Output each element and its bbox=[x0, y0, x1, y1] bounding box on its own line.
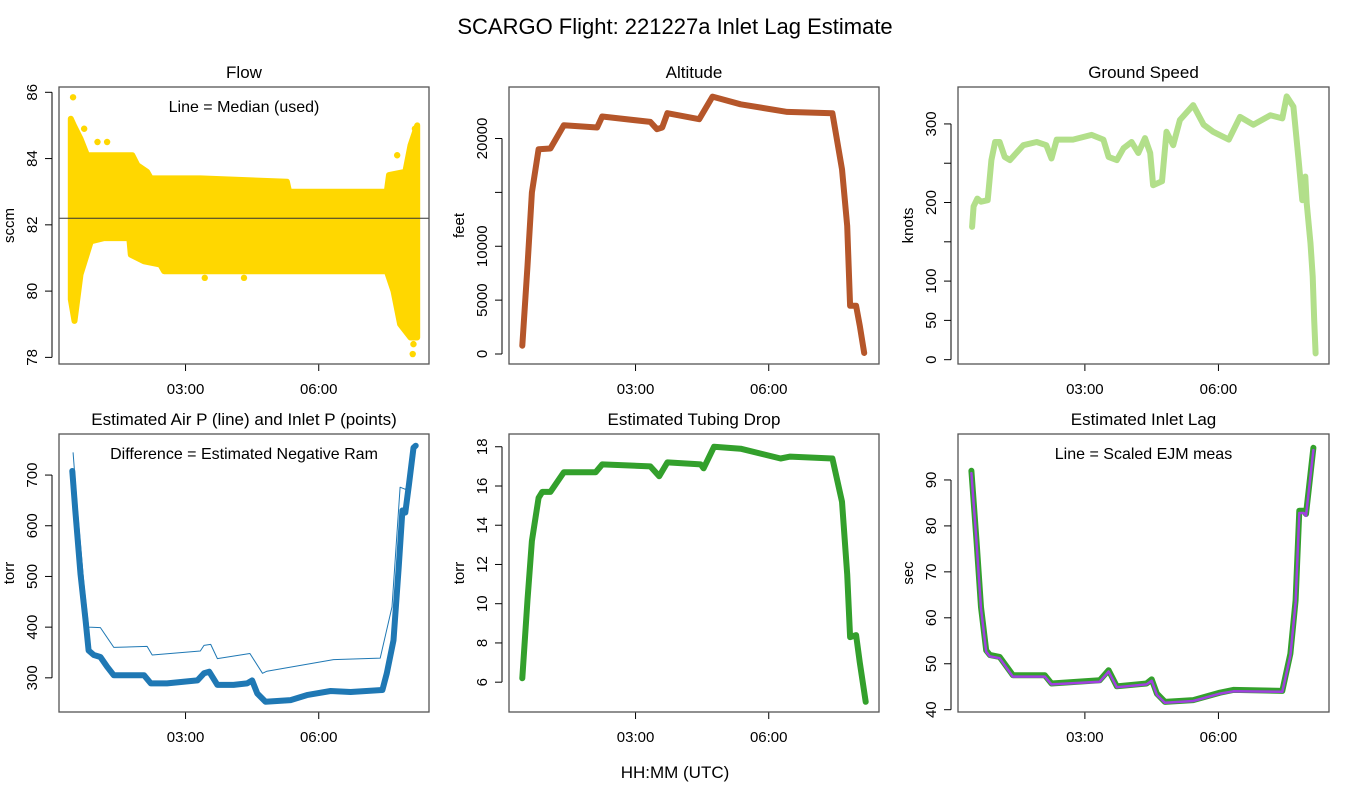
ground-speed-x-tick-label: 03:00 bbox=[1066, 381, 1104, 398]
flow-point bbox=[393, 152, 401, 159]
altitude-plot-frame bbox=[508, 86, 880, 365]
pressure-points-series bbox=[69, 442, 419, 705]
flow-y-tick-label: 84 bbox=[24, 150, 41, 167]
ground-speed-y-tick-label: 200 bbox=[923, 190, 940, 215]
pressure-line-series bbox=[72, 445, 417, 674]
flow-point bbox=[80, 125, 88, 132]
flow-point bbox=[411, 125, 419, 132]
tubing-drop-y-tick-label: 10 bbox=[474, 595, 491, 612]
flow-y-axis-label: sccm bbox=[1, 208, 18, 243]
flow-plot-area bbox=[59, 94, 429, 358]
tubing-drop-y-tick-label: 6 bbox=[474, 678, 491, 686]
ground-speed-title: Ground Speed bbox=[1088, 63, 1199, 82]
ground-speed-y-axis-label: knots bbox=[900, 208, 917, 244]
altitude-title: Altitude bbox=[666, 63, 723, 82]
pressure-plot-area bbox=[69, 442, 419, 705]
x-axis-label: HH:MM (UTC) bbox=[621, 763, 730, 782]
tubing-drop-y-tick-label: 16 bbox=[474, 478, 491, 495]
flow-title: Flow bbox=[226, 63, 263, 82]
ground-speed-y-tick-label: 0 bbox=[923, 356, 940, 364]
pressure-y-tick-label: 600 bbox=[24, 513, 41, 538]
tubing-drop-title: Estimated Tubing Drop bbox=[608, 410, 781, 429]
flow-y-tick-label: 86 bbox=[24, 84, 41, 101]
tubing-drop-series bbox=[519, 443, 869, 705]
pressure-y-tick-label: 700 bbox=[24, 463, 41, 488]
flow-plot-frame bbox=[58, 86, 430, 365]
pressure-x-tick-label: 06:00 bbox=[300, 729, 338, 746]
pressure-x-tick-label: 03:00 bbox=[167, 729, 205, 746]
ground-speed-series bbox=[969, 93, 1319, 357]
ground-speed-y-tick-label: 100 bbox=[923, 269, 940, 294]
inlet-lag-y-tick-label: 40 bbox=[923, 701, 940, 718]
flow-annotation: Line = Median (used) bbox=[169, 99, 320, 116]
tubing-drop-y-tick-label: 8 bbox=[474, 639, 491, 647]
flow-point bbox=[410, 340, 417, 348]
tubing-drop-plot-area bbox=[519, 443, 869, 705]
inlet-lag-y-tick-label: 90 bbox=[923, 472, 940, 489]
tubing-drop-x-tick-label: 06:00 bbox=[750, 729, 788, 746]
inlet-lag-x-tick-label: 03:00 bbox=[1066, 729, 1104, 746]
inlet-lag-y-axis-label: sec bbox=[900, 561, 917, 585]
tubing-drop-x-tick-label: 03:00 bbox=[617, 729, 655, 746]
inlet-lag-title: Estimated Inlet Lag bbox=[1071, 410, 1217, 429]
inlet-lag-y-tick-label: 60 bbox=[923, 609, 940, 626]
flow-y-tick-label: 82 bbox=[24, 216, 41, 233]
ground-speed-y-tick-label: 50 bbox=[923, 312, 940, 329]
altitude-x-tick-label: 06:00 bbox=[750, 381, 788, 398]
pressure-panel: Estimated Air P (line) and Inlet P (poin… bbox=[1, 410, 430, 746]
flow-point bbox=[103, 138, 111, 146]
inlet-lag-plot-frame bbox=[957, 433, 1330, 713]
inlet-lag-y-tick-label: 70 bbox=[923, 564, 940, 581]
flow-point bbox=[94, 138, 101, 146]
tubing-drop-y-tick-label: 18 bbox=[474, 438, 491, 455]
inlet-lag-points-series bbox=[968, 444, 1317, 705]
flow-y-tick-label: 78 bbox=[24, 349, 41, 366]
tubing-drop-y-tick-label: 14 bbox=[474, 517, 491, 534]
altitude-y-axis-label: feet bbox=[451, 212, 468, 238]
ground-speed-y-tick-label: 300 bbox=[923, 111, 940, 136]
inlet-lag-panel: Estimated Inlet Lag sec Line = Scaled EJM … bbox=[900, 410, 1330, 746]
ground-speed-plot-frame bbox=[957, 86, 1330, 365]
tubing-drop-y-axis-label: torr bbox=[451, 562, 468, 585]
tubing-drop-panel: Estimated Tubing Drop torr 6 8 10 12 14 16 18 03:… bbox=[451, 410, 880, 746]
pressure-y-tick-label: 400 bbox=[24, 615, 41, 640]
pressure-annotation: Difference = Estimated Negative Ram bbox=[110, 446, 378, 463]
inlet-lag-x-tick-label: 06:00 bbox=[1200, 729, 1238, 746]
inlet-lag-y-tick-label: 80 bbox=[923, 518, 940, 535]
flow-panel: Flow sccm Line = Median (used) 78 80 82 84 86 03… bbox=[1, 63, 430, 398]
flow-points-band bbox=[67, 115, 421, 341]
ground-speed-panel: Ground Speed knots 0 50 100 200 300 03:00 06:00 bbox=[900, 63, 1330, 398]
flow-point bbox=[409, 350, 416, 358]
flow-point bbox=[240, 274, 248, 282]
flow-y-tick-label: 80 bbox=[24, 283, 41, 300]
pressure-y-axis-label: torr bbox=[1, 562, 18, 585]
inlet-lag-y-tick-label: 50 bbox=[923, 655, 940, 672]
flow-point bbox=[69, 94, 77, 101]
inlet-lag-line-series bbox=[970, 448, 1315, 705]
pressure-y-tick-label: 500 bbox=[24, 564, 41, 589]
altitude-x-tick-label: 03:00 bbox=[617, 381, 655, 398]
figure-title: SCARGO Flight: 221227a Inlet Lag Estimat… bbox=[457, 14, 892, 39]
pressure-plot-frame bbox=[58, 433, 430, 713]
flow-x-tick-label: 06:00 bbox=[300, 381, 338, 398]
altitude-series bbox=[519, 93, 868, 356]
flow-x-tick-label: 03:00 bbox=[167, 381, 205, 398]
altitude-plot-area bbox=[519, 93, 868, 356]
pressure-title: Estimated Air P (line) and Inlet P (poin… bbox=[91, 410, 397, 429]
altitude-y-tick-label: 0 bbox=[474, 350, 491, 358]
altitude-y-tick-label: 5000 bbox=[474, 283, 491, 316]
inlet-lag-plot-area bbox=[968, 444, 1317, 705]
tubing-drop-y-tick-label: 12 bbox=[474, 556, 491, 573]
flow-point bbox=[201, 274, 208, 282]
pressure-y-tick-label: 300 bbox=[24, 665, 41, 690]
inlet-lag-annotation: Line = Scaled EJM meas bbox=[1055, 446, 1232, 463]
tubing-drop-plot-frame bbox=[508, 433, 880, 713]
ground-speed-plot-area bbox=[969, 93, 1319, 357]
altitude-y-tick-label: 20000 bbox=[474, 118, 491, 160]
altitude-panel: Altitude feet 0 5000 10000 20000 03:00 06:00 bbox=[451, 63, 880, 398]
altitude-y-tick-label: 10000 bbox=[474, 225, 491, 267]
ground-speed-x-tick-label: 06:00 bbox=[1200, 381, 1238, 398]
